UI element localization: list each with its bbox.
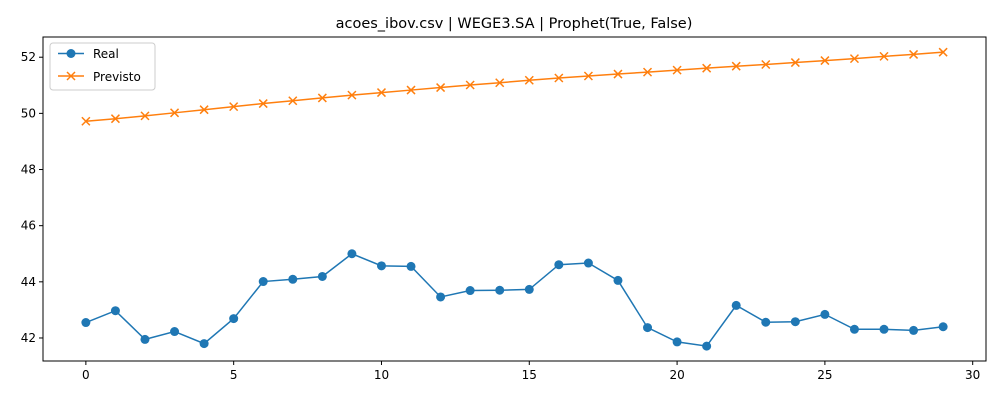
x-axis: 0 5 10 15 20 25 30 [82,361,980,382]
data-point-previsto [731,61,741,71]
series-layer [81,47,948,351]
x-tick-label: 25 [817,368,832,382]
data-point-real [170,327,180,337]
data-point-previsto [288,96,298,106]
x-tick-label: 15 [522,368,537,382]
data-point-real [672,337,682,347]
data-point-real [938,322,948,332]
data-point-previsto [909,49,919,59]
data-point-real [406,261,416,271]
data-point-real [879,324,889,334]
data-point-previsto [110,114,120,124]
data-point-real [229,314,239,324]
data-point-real [524,284,534,294]
series-previsto [81,47,948,126]
data-point-previsto [81,116,91,126]
data-point-real [790,317,800,327]
data-point-previsto [583,71,593,81]
data-point-real [761,317,771,327]
data-point-real [465,286,475,296]
y-tick-label: 52 [21,50,36,64]
legend-label-previsto: Previsto [93,70,141,84]
legend-marker-previsto [66,71,76,81]
y-tick-label: 44 [21,275,36,289]
data-point-previsto [317,93,327,103]
data-point-previsto [849,54,859,64]
data-point-real [820,309,830,319]
data-point-previsto [524,75,534,85]
data-point-previsto [140,111,150,121]
x-tick-label: 10 [374,368,389,382]
data-point-previsto [436,83,446,93]
data-point-real [495,285,505,295]
y-tick-label: 50 [21,106,36,120]
data-point-real [347,249,357,259]
data-point-real [643,323,653,333]
x-tick-label: 30 [965,368,980,382]
data-point-previsto [879,51,889,61]
data-point-real [702,341,712,351]
data-point-real [317,271,327,281]
x-tick-label: 20 [669,368,684,382]
data-point-real [436,292,446,302]
data-point-real [258,277,268,287]
data-point-previsto [554,73,564,83]
x-tick-label: 5 [230,368,238,382]
series-real [81,249,948,351]
series-line-real [85,252,944,347]
data-point-real [583,258,593,268]
data-point-previsto [820,56,830,66]
x-tick-label: 0 [82,368,90,382]
data-point-previsto [347,90,357,100]
data-point-real [110,306,120,316]
data-point-real [140,334,150,344]
data-point-previsto [495,78,505,88]
data-point-real [849,324,859,334]
data-point-real [288,274,298,284]
legend-frame [49,42,156,91]
data-point-previsto [199,105,209,115]
data-point-previsto [229,102,239,112]
legend: Real Previsto [49,42,156,91]
data-point-previsto [938,47,948,57]
data-point-previsto [376,88,387,98]
data-point-real [199,339,209,349]
data-point-previsto [761,59,771,70]
y-tick-label: 46 [21,219,36,233]
y-tick-label: 42 [21,331,36,345]
y-axis: 42 44 46 48 50 52 [21,50,43,345]
chart-title: acoes_ibov.csv | WEGE3.SA | Prophet(True… [336,16,693,32]
data-point-previsto [465,80,475,90]
data-point-real [613,275,623,285]
legend-label-real: Real [93,47,119,61]
plot-area: 0 5 10 15 20 25 30 42 44 46 48 50 52 [21,36,987,382]
data-point-previsto [406,85,416,95]
data-point-real [909,325,919,335]
data-point-real [731,300,741,310]
data-point-real [81,318,91,328]
series-line-previsto [85,51,944,122]
legend-marker-real [66,49,76,58]
data-point-real [554,260,564,270]
data-point-previsto [258,99,268,109]
data-point-real [376,261,386,271]
data-point-previsto [613,69,623,79]
data-point-previsto [702,63,712,73]
data-point-previsto [642,67,653,77]
axes-frame [42,36,987,362]
data-point-previsto [170,108,180,118]
data-point-previsto [672,65,682,75]
data-point-previsto [790,58,800,68]
y-tick-label: 48 [21,163,36,177]
